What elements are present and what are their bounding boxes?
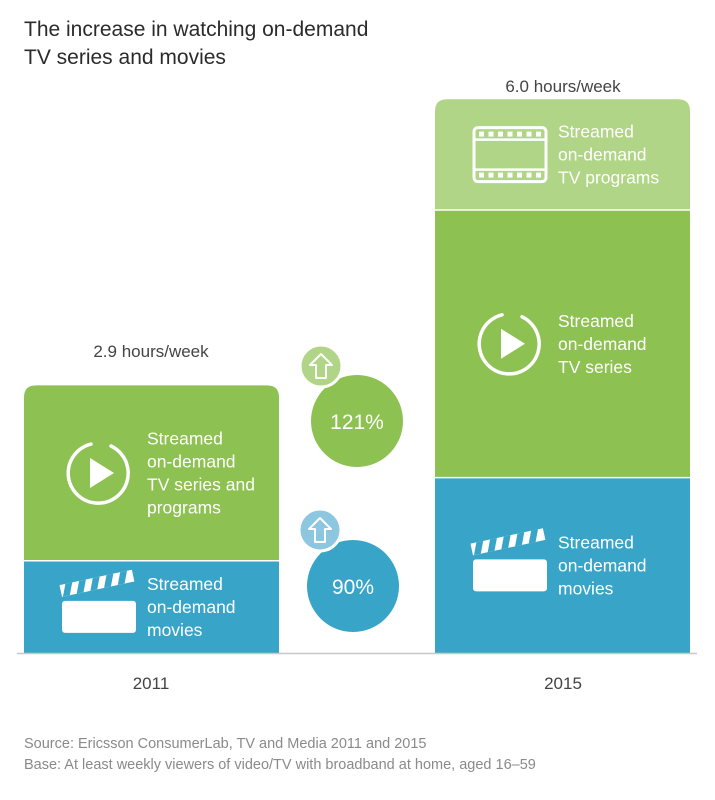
segment-label-2011-1: TV series and [147,475,255,495]
x-tick-label-2015: 2015 [544,674,582,693]
clapperboard-icon [59,569,136,633]
source-note: Source: Ericsson ConsumerLab, TV and Med… [24,734,536,776]
segment-label-2015-0: on-demand [558,555,647,575]
segment-label-2015-2: TV programs [558,168,659,188]
increase-percent-label: 121% [330,411,384,434]
segment-label-2015-1: TV series [558,357,632,377]
up-arrow-badge [297,507,343,553]
total-label-2011: 2.9 hours/week [93,342,209,361]
segment-label-2015-2: Streamed [558,122,634,142]
chart-title: The increase in watching on-demand TV se… [24,16,444,72]
total-label-2015: 6.0 hours/week [505,77,621,96]
increase-badge [307,540,399,632]
segment-label-2011-1: on-demand [147,452,236,472]
chart-title-line-1: The increase in watching on-demand [24,18,369,41]
segment-label-2015-1: on-demand [558,334,647,354]
segment-label-2015-0: Streamed [558,532,634,552]
play-icon [66,442,130,505]
up-arrow-badge [298,343,344,389]
bar-segment-2011-1 [24,385,279,561]
up-arrow-icon [309,353,333,379]
clapperboard-icon [470,528,547,592]
segment-label-2011-0: movies [147,620,203,640]
segment-label-2011-1: programs [147,498,221,518]
segment-label-2011-0: Streamed [147,574,223,594]
segment-label-2015-2: on-demand [558,145,647,165]
segment-label-2011-0: on-demand [147,597,236,617]
x-tick-label-2011: 2011 [132,674,170,693]
increase-badge [311,375,403,467]
segment-label-2011-1: Streamed [147,429,223,449]
segment-label-2015-1: Streamed [558,311,634,331]
source-line: Source: Ericsson ConsumerLab, TV and Med… [24,736,427,752]
up-arrow-icon [308,517,332,543]
increase-percent-label: 90% [332,576,374,599]
base-line: Base: At least weekly viewers of video/T… [24,757,536,773]
chart-title-line-2: TV series and movies [24,46,226,69]
play-icon [477,313,541,376]
segment-label-2015-0: movies [558,578,614,598]
film-strip-icon [472,126,548,184]
